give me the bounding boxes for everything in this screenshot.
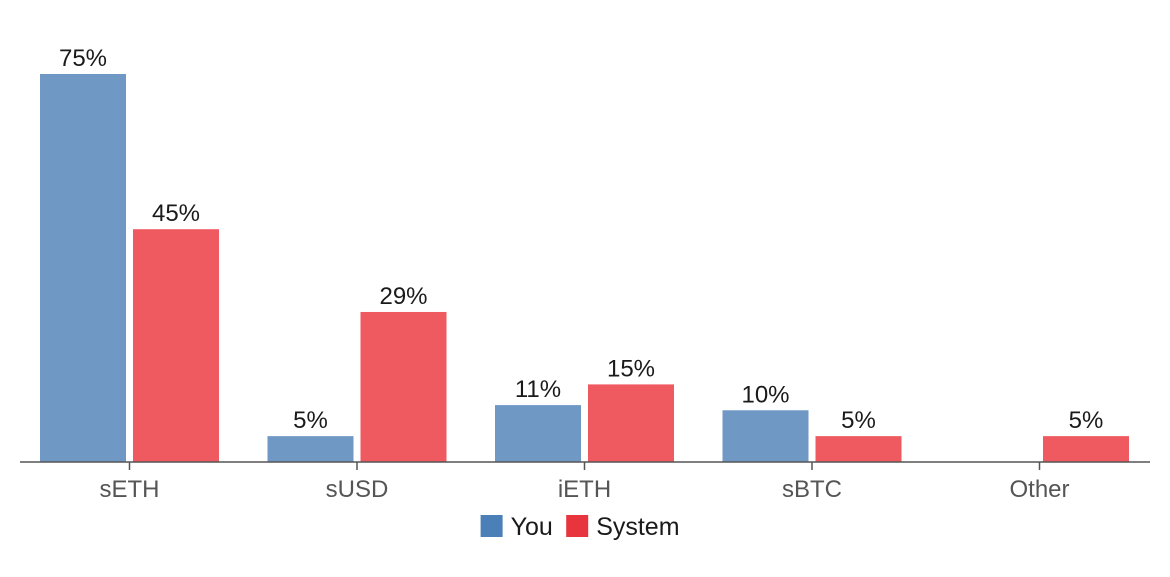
bar-you-seth	[40, 74, 126, 462]
bar-system-other	[1043, 436, 1129, 462]
data-label-system-other: 5%	[1069, 407, 1104, 434]
data-labels-layer: 75% 45% 5% 29% 11% 15% 10% 5% 5%	[59, 45, 1103, 434]
data-label-system-sbtc: 5%	[841, 407, 876, 434]
bar-you-ieth	[495, 405, 581, 462]
x-tick-label-sbtc: sBTC	[782, 476, 842, 503]
bar-system-ieth	[588, 384, 674, 462]
bars-layer	[40, 74, 1129, 462]
data-label-you-susd: 5%	[293, 407, 328, 434]
bar-system-sbtc	[815, 436, 902, 462]
x-tick-label-seth: sETH	[100, 476, 160, 503]
x-tick-label-ieth: iETH	[558, 476, 611, 503]
x-axis: sETH sUSD iETH sBTC Other	[20, 461, 1150, 503]
bar-system-susd	[360, 311, 447, 462]
legend-swatch-system	[566, 515, 589, 537]
data-label-system-seth: 45%	[152, 200, 200, 227]
data-label-system-ieth: 15%	[607, 355, 655, 382]
legend-label-system: System	[596, 513, 679, 541]
data-label-you-seth: 75%	[59, 45, 107, 72]
data-label-you-ieth: 11%	[515, 376, 561, 403]
bar-you-sbtc	[722, 410, 809, 462]
bar-system-seth	[133, 229, 219, 462]
legend: You System	[480, 513, 680, 541]
data-label-system-susd: 29%	[379, 283, 427, 310]
legend-swatch-you	[480, 515, 503, 537]
legend-label-you: You	[511, 513, 553, 541]
x-tick-label-susd: sUSD	[326, 476, 389, 503]
data-label-you-sbtc: 10%	[741, 381, 789, 408]
bar-you-susd	[267, 436, 354, 462]
x-tick-label-other: Other	[1009, 476, 1069, 503]
